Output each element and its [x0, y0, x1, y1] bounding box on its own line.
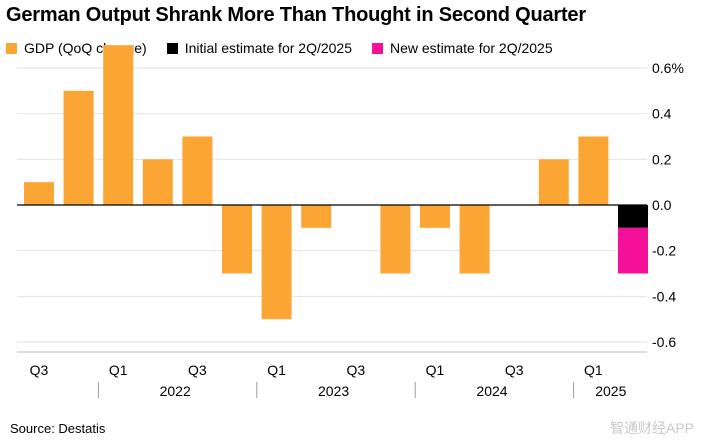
y-tick-label: -0.2: [652, 243, 676, 259]
gdp-bar: [301, 205, 332, 228]
new-estimate-bar: [618, 227, 648, 274]
gdp-bar: [459, 205, 490, 274]
gdp-bar: [142, 159, 173, 205]
y-tick-label: 0.4: [652, 106, 672, 122]
legend-item-new: New estimate for 2Q/2025: [372, 40, 553, 56]
source-note: Source: Destatis: [10, 421, 106, 436]
y-tick-label: -0.4: [652, 288, 676, 304]
x-tick-label: Q1: [584, 362, 603, 378]
x-tick-label: Q1: [267, 362, 286, 378]
legend-label-initial: Initial estimate for 2Q/2025: [184, 40, 352, 56]
y-tick-label: 0.0: [652, 197, 672, 213]
gdp-bar: [24, 182, 54, 205]
gdp-bar: [63, 90, 94, 205]
legend: GDP (QoQ change) Initial estimate for 2Q…: [6, 40, 573, 56]
y-tick-label: -0.6: [652, 334, 676, 350]
year-label: 2025: [595, 383, 626, 399]
x-tick-label: Q3: [346, 362, 365, 378]
x-tick-label: Q3: [30, 362, 49, 378]
watermark: 智通财经APP: [609, 420, 694, 436]
initial-estimate-bar: [618, 205, 648, 228]
x-tick-label: Q1: [109, 362, 128, 378]
legend-item-initial: Initial estimate for 2Q/2025: [166, 40, 352, 56]
year-label: 2022: [160, 383, 191, 399]
y-tick-label: 0.6%: [652, 60, 684, 76]
gdp-bar: [222, 205, 252, 274]
gdp-bar: [380, 205, 411, 274]
gdp-bar: [261, 205, 292, 320]
gdp-bar: [103, 45, 134, 205]
gdp-bar: [182, 136, 213, 205]
y-tick-label: 0.2: [652, 151, 672, 167]
x-tick-label: Q3: [188, 362, 207, 378]
year-label: 2023: [318, 383, 349, 399]
legend-swatch-initial: [166, 42, 178, 54]
chart-title: German Output Shrank More Than Thought i…: [6, 4, 586, 26]
legend-swatch-gdp: [6, 42, 17, 54]
gdp-bar: [538, 159, 569, 205]
gdp-bar: [420, 205, 450, 228]
x-tick-label: Q3: [505, 362, 524, 378]
legend-label-new: New estimate for 2Q/2025: [390, 40, 553, 56]
legend-swatch-new: [372, 42, 383, 54]
year-label: 2024: [476, 383, 507, 399]
x-tick-label: Q1: [426, 362, 445, 378]
gdp-bar: [578, 136, 609, 205]
